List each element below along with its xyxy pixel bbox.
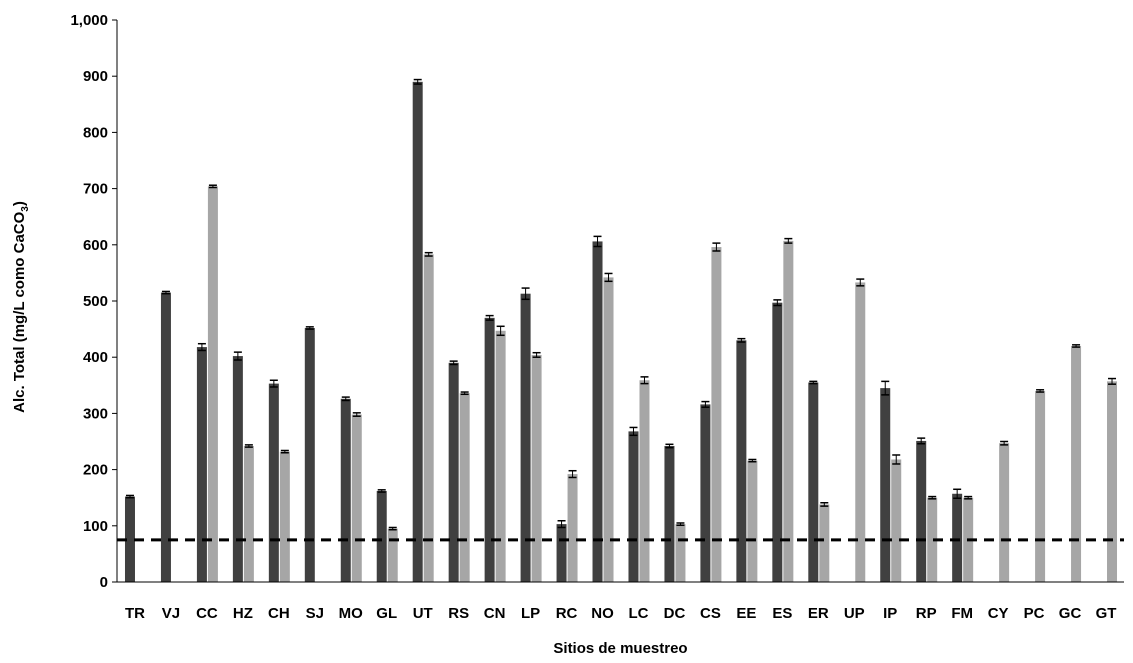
y-tick-label: 800: [83, 124, 108, 141]
y-axis-title-end: ): [11, 201, 28, 206]
x-category-label: TR: [125, 605, 145, 622]
x-category-label: NO: [591, 605, 614, 622]
x-category-label: ER: [808, 605, 829, 622]
bar: [232, 356, 243, 582]
bar: [639, 380, 650, 582]
bar: [243, 445, 254, 582]
bar: [1107, 381, 1118, 582]
bar: [603, 277, 614, 582]
x-category-label: GC: [1059, 605, 1082, 622]
bar: [304, 327, 315, 582]
bars: [124, 78, 1118, 583]
bar: [531, 354, 542, 582]
bar: [736, 340, 747, 582]
bar: [196, 347, 207, 582]
x-category-label: LC: [628, 605, 648, 622]
bar: [484, 317, 495, 582]
y-tick-label: 100: [83, 518, 108, 535]
x-category-label: UT: [413, 605, 433, 622]
y-tick-label: 600: [83, 237, 108, 254]
x-category-label: PC: [1024, 605, 1045, 622]
bar: [448, 362, 459, 582]
x-category-label: CY: [988, 605, 1009, 622]
bar: [520, 293, 531, 582]
x-category-label: DC: [664, 605, 686, 622]
x-category-label: VJ: [162, 605, 180, 622]
x-category-label: CS: [700, 605, 721, 622]
bar: [880, 388, 891, 582]
y-tick-label: 900: [83, 68, 108, 85]
bar: [351, 414, 362, 582]
y-tick-label: 700: [83, 181, 108, 198]
bar: [772, 302, 783, 582]
bar: [916, 440, 927, 582]
y-axis: 0 100 200 300 400 500 600 700 800 900 1,000: [70, 12, 118, 591]
x-category-label: IP: [883, 605, 897, 622]
bar: [952, 493, 963, 582]
x-category-label: LP: [521, 605, 540, 622]
y-tick-label: 400: [83, 349, 108, 366]
x-category-label: RS: [448, 605, 469, 622]
bar: [495, 330, 506, 582]
x-axis-title: Sitios de muestreo: [553, 640, 687, 657]
y-tick-label: 0: [100, 574, 108, 591]
bar: [675, 524, 686, 582]
x-category-label: HZ: [233, 605, 253, 622]
x-axis: TR VJ CC HZ CH SJ MO GL UT RS CN LP RC NO LC DC CS EE ES ER…: [117, 581, 1124, 622]
bar: [387, 528, 398, 582]
bar: [808, 382, 819, 582]
y-tick-label: 1,000: [70, 12, 108, 29]
bar: [1071, 345, 1082, 582]
bar: [700, 404, 711, 582]
y-tick-label: 300: [83, 405, 108, 422]
bar: [160, 292, 171, 582]
bar: [279, 451, 290, 582]
bar: [207, 186, 218, 583]
y-axis-title-subscript: 3: [20, 206, 31, 212]
bar: [711, 247, 722, 582]
bar: [747, 460, 758, 582]
x-category-label: FM: [951, 605, 973, 622]
bar: [268, 383, 279, 582]
bar: [423, 254, 434, 582]
x-category-label: GT: [1096, 605, 1117, 622]
bar: [664, 445, 675, 582]
y-axis-title: Alc. Total (mg/L como CaCO3): [11, 201, 31, 413]
y-tick-label: 500: [83, 293, 108, 310]
x-category-label: RP: [916, 605, 937, 622]
x-category-label: MO: [339, 605, 363, 622]
bar: [556, 524, 567, 582]
x-category-label: CH: [268, 605, 290, 622]
bar: [999, 443, 1010, 582]
x-category-label: EE: [736, 605, 756, 622]
y-axis-title-main: Alc. Total (mg/L como CaCO: [11, 211, 28, 412]
x-category-label: ES: [772, 605, 792, 622]
bar: [567, 474, 578, 582]
bar: [459, 393, 470, 582]
bar: [855, 282, 866, 582]
bar: [628, 431, 639, 582]
bar: [124, 496, 135, 582]
bar: [376, 490, 387, 582]
x-category-label: SJ: [306, 605, 324, 622]
bar: [412, 81, 423, 582]
x-category-label: CN: [484, 605, 506, 622]
bar: [592, 241, 603, 583]
bar: [891, 459, 902, 582]
x-category-label: CC: [196, 605, 218, 622]
bar: [1035, 390, 1046, 582]
x-category-label: RC: [556, 605, 578, 622]
bar: [819, 504, 830, 582]
x-category-label: GL: [376, 605, 397, 622]
bar: [927, 497, 938, 582]
bar: [783, 240, 794, 582]
bar: [340, 398, 351, 582]
x-category-label: UP: [844, 605, 865, 622]
y-tick-label: 200: [83, 462, 108, 479]
